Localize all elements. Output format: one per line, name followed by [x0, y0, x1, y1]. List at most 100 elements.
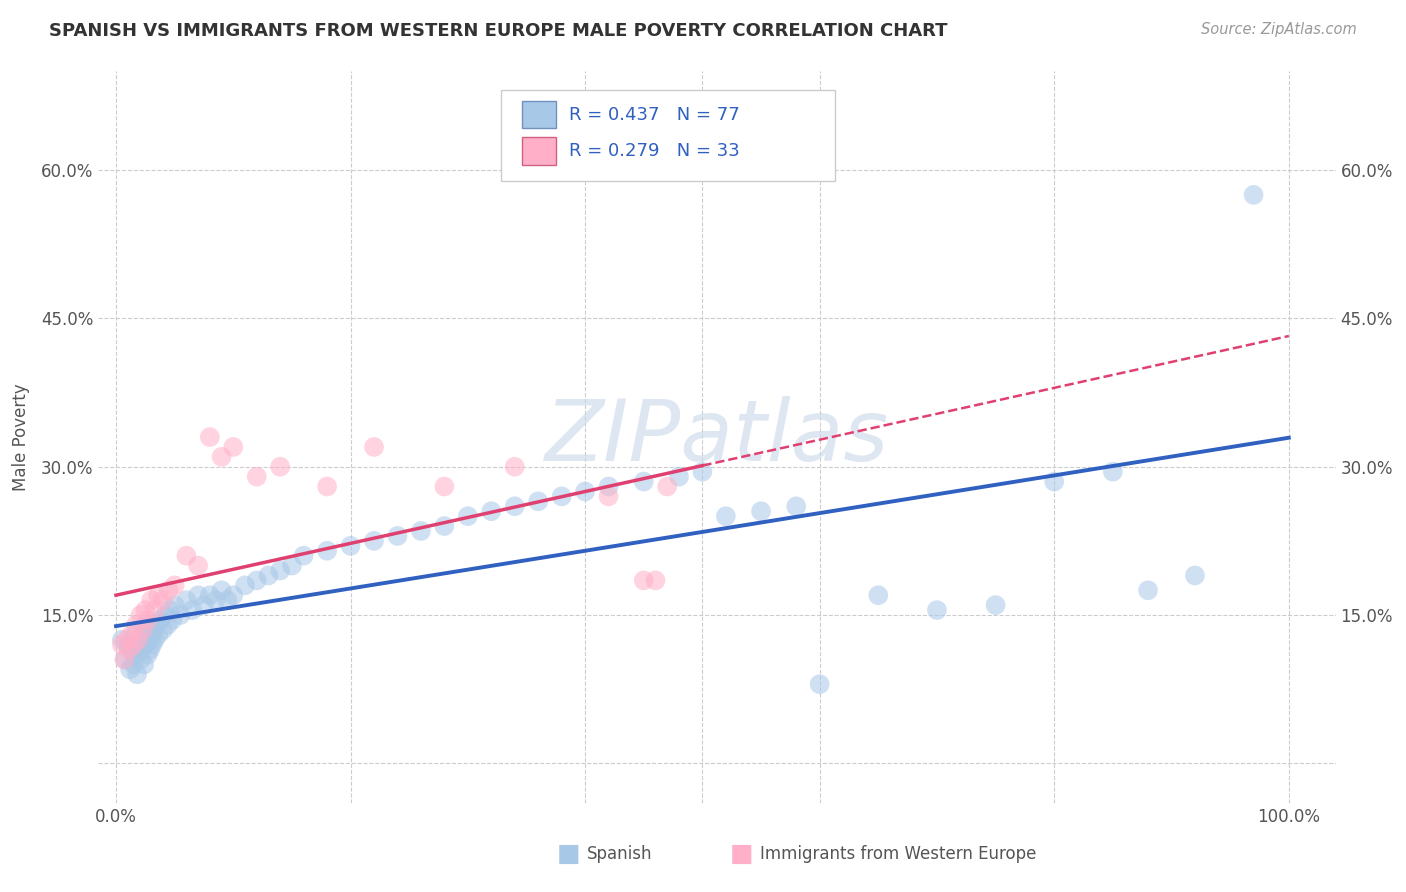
- Point: [714, 509, 737, 524]
- Point: [433, 479, 456, 493]
- Point: [222, 440, 245, 454]
- Point: [269, 564, 291, 578]
- Point: [129, 607, 152, 622]
- Point: [114, 652, 136, 666]
- Point: [1102, 465, 1125, 479]
- Point: [1184, 568, 1206, 582]
- Point: [1243, 188, 1265, 202]
- Point: [211, 583, 233, 598]
- Point: [138, 632, 160, 647]
- Point: [433, 519, 456, 533]
- Point: [925, 603, 948, 617]
- Point: [148, 628, 170, 642]
- Point: [692, 465, 714, 479]
- Point: [111, 632, 134, 647]
- Text: Source: ZipAtlas.com: Source: ZipAtlas.com: [1201, 22, 1357, 37]
- Point: [479, 504, 502, 518]
- Point: [269, 459, 291, 474]
- Point: [156, 618, 179, 632]
- Point: [363, 533, 385, 548]
- Point: [316, 543, 339, 558]
- Point: [633, 574, 655, 588]
- FancyBboxPatch shape: [522, 137, 557, 165]
- Point: [222, 588, 245, 602]
- Point: [257, 568, 280, 582]
- Point: [141, 638, 163, 652]
- Point: [135, 618, 157, 632]
- Point: [598, 489, 620, 503]
- Point: [125, 648, 148, 662]
- Point: [139, 642, 162, 657]
- Point: [125, 618, 148, 632]
- Point: [152, 623, 174, 637]
- Point: [132, 628, 155, 642]
- FancyBboxPatch shape: [501, 90, 835, 181]
- Point: [136, 648, 159, 662]
- Text: R = 0.279   N = 33: R = 0.279 N = 33: [568, 142, 740, 160]
- Text: ■: ■: [557, 842, 581, 866]
- Point: [120, 628, 142, 642]
- Point: [657, 479, 679, 493]
- Point: [176, 549, 198, 563]
- Point: [152, 593, 174, 607]
- Point: [176, 593, 198, 607]
- Point: [409, 524, 432, 538]
- Point: [211, 450, 233, 464]
- Text: R = 0.437   N = 77: R = 0.437 N = 77: [568, 105, 740, 123]
- Point: [598, 479, 620, 493]
- Point: [143, 632, 166, 647]
- Point: [143, 603, 166, 617]
- Point: [198, 430, 221, 444]
- Point: [120, 662, 142, 676]
- Point: [292, 549, 315, 563]
- Point: [644, 574, 666, 588]
- Point: [246, 469, 269, 483]
- Point: [117, 638, 139, 652]
- Point: [1137, 583, 1160, 598]
- Point: [217, 593, 239, 607]
- Point: [1043, 475, 1066, 489]
- Point: [204, 593, 226, 607]
- Text: SPANISH VS IMMIGRANTS FROM WESTERN EUROPE MALE POVERTY CORRELATION CHART: SPANISH VS IMMIGRANTS FROM WESTERN EUROP…: [49, 22, 948, 40]
- Point: [111, 638, 134, 652]
- Point: [122, 657, 145, 672]
- Point: [233, 578, 256, 592]
- Point: [984, 598, 1007, 612]
- Point: [187, 558, 209, 573]
- Point: [131, 642, 153, 657]
- Point: [162, 613, 184, 627]
- Point: [574, 484, 596, 499]
- Point: [550, 489, 572, 503]
- Point: [127, 642, 149, 657]
- Point: [633, 475, 655, 489]
- Point: [157, 583, 180, 598]
- Text: Spanish: Spanish: [588, 845, 652, 863]
- Point: [127, 667, 149, 681]
- Point: [134, 603, 156, 617]
- Point: [198, 588, 221, 602]
- Point: [132, 623, 155, 637]
- Point: [749, 504, 772, 518]
- Point: [141, 628, 163, 642]
- Point: [128, 638, 150, 652]
- Point: [134, 638, 156, 652]
- Point: [115, 632, 138, 647]
- Point: [785, 500, 807, 514]
- Point: [527, 494, 550, 508]
- Text: ZIPatlas: ZIPatlas: [546, 395, 889, 479]
- Point: [808, 677, 831, 691]
- Point: [316, 479, 339, 493]
- Point: [149, 613, 172, 627]
- Point: [187, 588, 209, 602]
- Point: [155, 607, 177, 622]
- Text: ■: ■: [730, 842, 754, 866]
- Point: [163, 598, 186, 612]
- Point: [169, 607, 191, 622]
- Point: [281, 558, 304, 573]
- Point: [668, 469, 690, 483]
- Point: [181, 603, 204, 617]
- Point: [339, 539, 361, 553]
- Point: [145, 618, 167, 632]
- Text: Immigrants from Western Europe: Immigrants from Western Europe: [761, 845, 1036, 863]
- Point: [387, 529, 409, 543]
